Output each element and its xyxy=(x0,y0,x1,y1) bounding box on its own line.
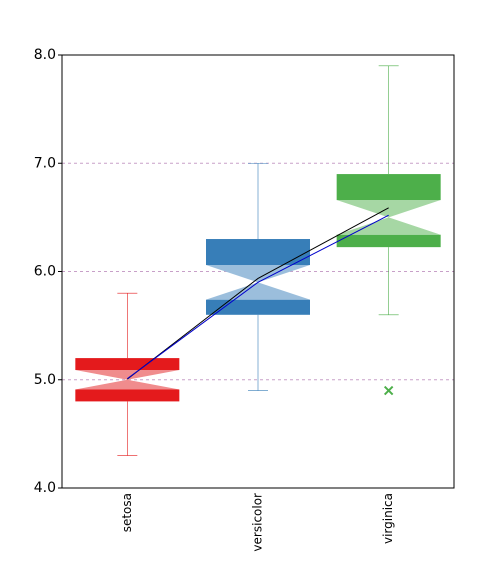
box-upper xyxy=(336,174,441,201)
x-tick-label: virginica xyxy=(381,493,395,544)
box-lower xyxy=(206,299,310,315)
mean-line xyxy=(127,207,389,380)
box-upper xyxy=(206,239,310,266)
y-tick-label: 8.0 xyxy=(34,47,56,63)
outlier xyxy=(383,385,394,396)
notch xyxy=(75,370,180,390)
box-lower xyxy=(75,389,180,402)
box-upper xyxy=(75,358,180,371)
plot-frame xyxy=(61,54,455,489)
y-tick-label: 6.0 xyxy=(34,264,56,280)
box-lower xyxy=(336,234,441,248)
notch xyxy=(336,200,441,235)
y-tick-label: 4.0 xyxy=(34,480,56,496)
x-tick-label: versicolor xyxy=(251,493,265,552)
y-tick-label: 5.0 xyxy=(34,372,56,388)
y-tick-label: 7.0 xyxy=(34,155,56,171)
mean-line xyxy=(127,214,389,380)
x-tick-label: setosa xyxy=(120,493,134,532)
